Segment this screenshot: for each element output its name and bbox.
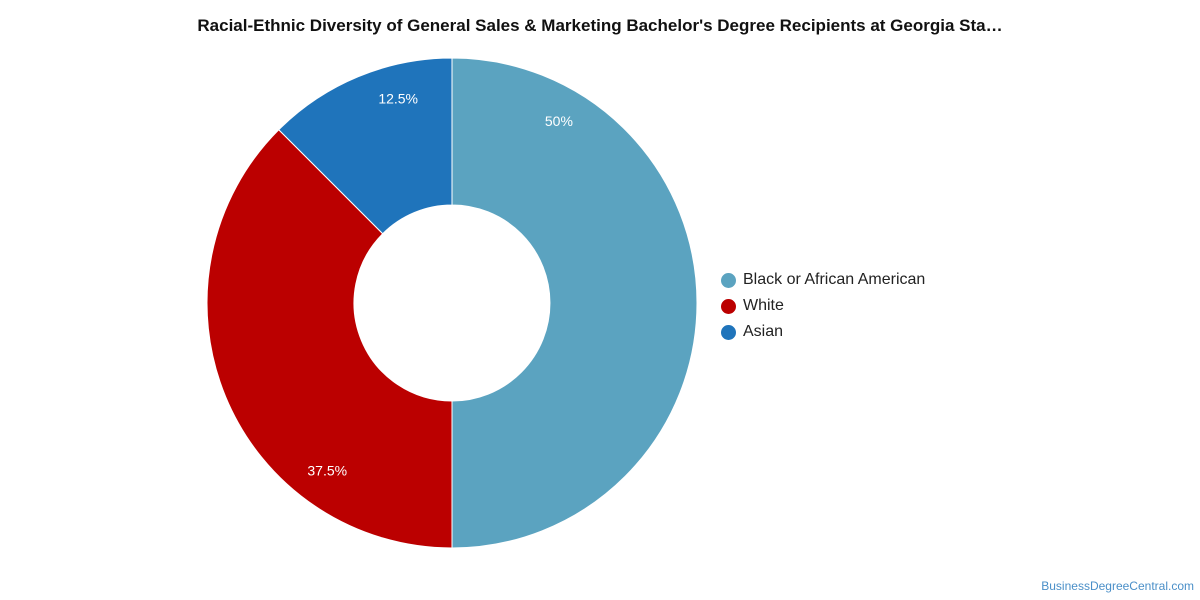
chart-title: Racial-Ethnic Diversity of General Sales… [197, 16, 1003, 35]
legend-label: Black or African American [743, 271, 926, 288]
legend-item-white: White [721, 293, 925, 319]
slice-label-black-or-african-american: 50% [545, 113, 573, 129]
legend-item-black-or-african-american: Black or African American [721, 267, 925, 293]
donut-slice-asian [278, 57, 453, 235]
legend-swatch [721, 298, 736, 314]
source-watermark: BusinessDegreeCentral.com [1041, 579, 1194, 593]
legend-label: White [743, 297, 784, 314]
legend-label: Asian [743, 323, 784, 340]
legend-item-asian: Asian [721, 319, 925, 345]
legend-swatch [721, 272, 736, 288]
chart-legend: Black or African American White Asian [721, 267, 925, 345]
legend-swatch [721, 324, 736, 340]
slice-label-asian: 12.5% [378, 91, 418, 107]
donut-slice-white [206, 129, 453, 549]
donut-slice-black-or-african-american [451, 57, 698, 549]
slice-label-white: 37.5% [307, 463, 347, 479]
